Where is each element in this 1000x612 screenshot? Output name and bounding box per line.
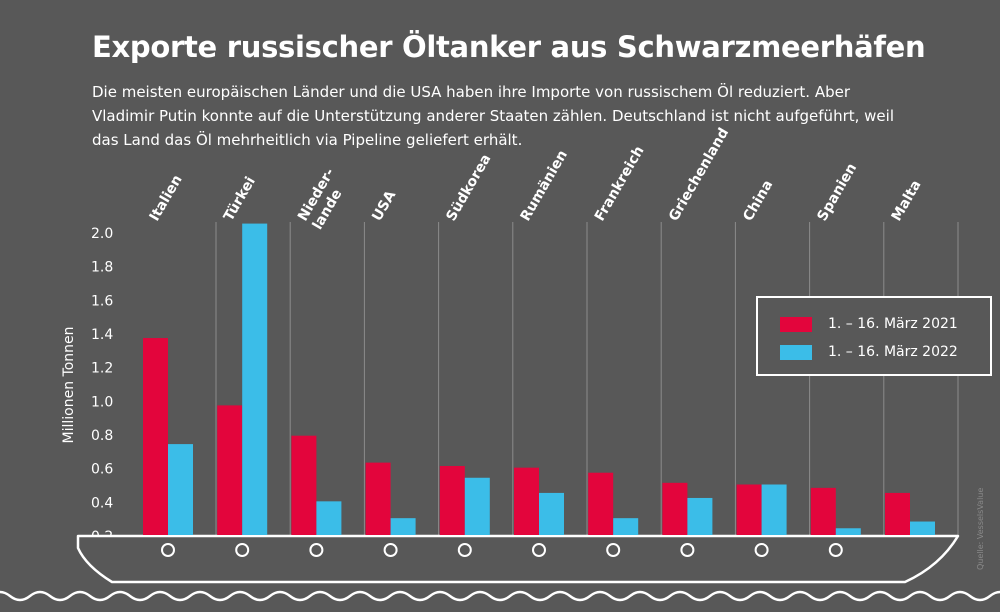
category-label: Südkorea: [443, 151, 494, 224]
bar-2021: [143, 338, 168, 535]
category-label-line: Malta: [889, 178, 925, 224]
bar-2021: [514, 467, 539, 535]
bar-2021: [736, 484, 762, 535]
porthole: [606, 543, 621, 557]
y-tick-label: 0.6: [91, 462, 113, 478]
y-tick-label: 1.2: [91, 361, 113, 377]
bar-2022: [687, 497, 713, 535]
bar-2021: [439, 465, 465, 535]
y-tick-label: 1.8: [91, 260, 113, 276]
bar-2022: [539, 492, 564, 535]
category-label-line: Italien: [147, 172, 186, 224]
bar-2022: [242, 223, 268, 536]
chart-title: Exporte russischer Öltanker aus Schwarzm…: [92, 30, 926, 64]
category-label: Malta: [889, 178, 925, 224]
wave-line: [0, 590, 1000, 602]
bar-2021: [588, 472, 614, 535]
bar-2021: [810, 487, 836, 535]
category-label-line: Spanien: [814, 161, 860, 224]
bar-2021: [885, 492, 910, 535]
legend-label-2021: 1. – 16. März 2021: [828, 316, 958, 332]
category-label-line: Frankreich: [592, 143, 648, 224]
bar-2021: [662, 482, 688, 535]
chart-subtitle: Die meisten europäischen Länder und die …: [92, 83, 894, 149]
category-label: Spanien: [814, 161, 860, 224]
category-label-line: China: [740, 177, 776, 224]
porthole: [235, 543, 250, 557]
bar-2022: [316, 501, 342, 535]
legend-swatch-2022: [780, 344, 812, 360]
category-label: China: [740, 177, 776, 224]
bar-2022: [390, 518, 416, 535]
bar-2022: [910, 521, 935, 535]
porthole: [828, 543, 843, 557]
bar-2022: [761, 484, 787, 535]
source-note: Quelle: VesselsValue: [976, 487, 985, 570]
y-tick-label: 1.4: [91, 327, 113, 343]
bar-2022: [613, 518, 639, 535]
bar-2022: [464, 477, 490, 535]
category-label: Nieder-lande: [295, 165, 353, 232]
bar-2022: [168, 444, 193, 535]
bar-2021: [217, 405, 243, 535]
category-label: Griechenland: [666, 125, 732, 224]
porthole: [383, 543, 398, 557]
y-tick-label: 0.4: [91, 495, 113, 511]
y-axis-label: Millionen Tonnen: [61, 327, 77, 444]
legend-item-2022: 1. – 16. März 2022: [780, 342, 958, 362]
category-label: Italien: [147, 172, 186, 224]
porthole: [754, 543, 769, 557]
y-tick-label: 2.0: [91, 226, 113, 242]
legend-item-2021: 1. – 16. März 2021: [780, 314, 958, 334]
bar-2021: [365, 462, 391, 535]
category-label: Rumänien: [518, 148, 571, 224]
porthole: [680, 543, 695, 557]
legend-swatch-2021: [780, 316, 812, 332]
porthole: [309, 543, 324, 557]
porthole: [161, 543, 175, 557]
category-label: USA: [369, 188, 399, 224]
category-label-line: Rumänien: [518, 148, 571, 224]
legend-label-2022: 1. – 16. März 2022: [828, 344, 958, 360]
porthole: [457, 543, 472, 557]
category-label-line: Südkorea: [443, 151, 494, 224]
category-label: Türkei: [221, 174, 259, 224]
bar-2022: [835, 528, 861, 535]
category-label-line: Griechenland: [666, 125, 732, 224]
ship-hull: [76, 534, 960, 584]
y-tick-label: 1.0: [91, 394, 113, 410]
category-label-line: Türkei: [221, 174, 259, 224]
category-label-line: USA: [369, 188, 399, 224]
category-label: Frankreich: [592, 143, 648, 224]
bar-2021: [291, 435, 317, 535]
y-tick-label: 0.8: [91, 428, 113, 444]
porthole: [532, 543, 546, 557]
chart-legend: 1. – 16. März 2021 1. – 16. März 2022: [756, 296, 992, 376]
y-tick-label: 1.6: [91, 293, 113, 309]
